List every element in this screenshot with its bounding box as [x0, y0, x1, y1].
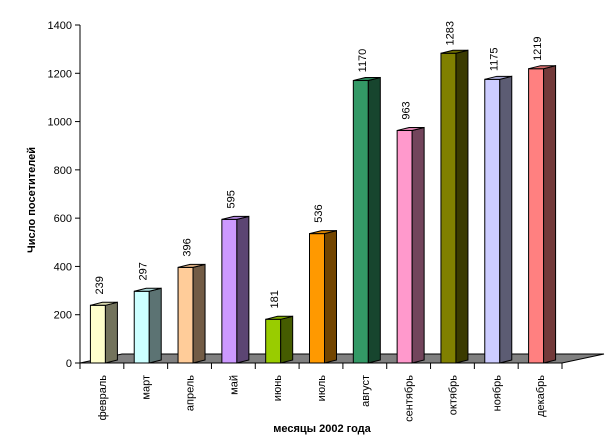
x-tick-label: апрель [185, 375, 197, 411]
bar-top [90, 301, 118, 306]
x-tick-label: май [228, 375, 240, 395]
bar [396, 126, 425, 364]
bar-front [221, 218, 238, 364]
bar-side [455, 49, 469, 364]
bar-front [177, 266, 194, 364]
bar-side [192, 263, 206, 364]
bar-value-label: 1175 [488, 47, 500, 71]
bar [133, 287, 162, 364]
x-tick-label: август [360, 375, 372, 407]
x-axis-title: месяцы 2002 года [273, 423, 371, 435]
bar-top [353, 77, 381, 82]
y-axis-title: Число посетителей [26, 147, 38, 253]
chart-bars [89, 49, 557, 364]
bar [89, 301, 118, 364]
bar-front [309, 233, 325, 364]
bar-value-label: 1283 [444, 21, 456, 45]
y-tick-label: 200 [54, 310, 72, 322]
bar-front [133, 290, 150, 364]
bar-value-label: 595 [225, 190, 237, 208]
bar [309, 229, 337, 364]
bar [440, 49, 469, 364]
y-tick-label: 400 [54, 261, 72, 273]
bar-front [440, 52, 457, 364]
x-tick-label: ноябрь [491, 375, 503, 412]
x-tick-label: сентябрь [404, 375, 416, 422]
y-tick-label: 800 [54, 165, 72, 177]
bar-top [309, 230, 337, 235]
bar-top [265, 315, 293, 320]
bar-side [236, 215, 250, 364]
y-tick-label: 600 [54, 213, 72, 225]
bar [484, 75, 513, 364]
bar-front [89, 304, 106, 364]
bar-top [221, 215, 249, 220]
x-tick-label: март [141, 375, 153, 400]
bar-value-label: 963 [401, 101, 413, 119]
bar-front [484, 78, 501, 364]
bar-value-label: 239 [94, 276, 106, 294]
bar [265, 315, 294, 364]
bar-top [440, 49, 469, 54]
bar-side [148, 287, 162, 364]
bar-top [484, 75, 512, 80]
y-tick-label: 1400 [48, 20, 72, 32]
x-tick-label: июнь [272, 375, 284, 401]
x-tick-label: июль [316, 375, 328, 402]
y-tick-label: 1000 [48, 117, 72, 129]
bar-value-label: 536 [313, 204, 325, 222]
bar-side [280, 315, 294, 364]
chart-labels: 239 февраль 297 март 396 апрель 595 май 181 июнь 5… [94, 21, 547, 422]
bar-side [104, 301, 118, 364]
bar-value-label: 181 [269, 290, 281, 308]
chart-axes: 0 200 400 600 800 1000 1200 1400 [48, 20, 563, 370]
y-tick-label: 1200 [48, 68, 72, 80]
x-tick-label: декабрь [535, 375, 547, 417]
bar-side [411, 126, 425, 364]
bar-front [528, 68, 545, 364]
bar [528, 65, 557, 364]
bar-top [134, 287, 162, 292]
bar [352, 76, 381, 364]
bar-value-label: 297 [138, 262, 150, 280]
bar-top [397, 127, 425, 132]
bar-front [265, 318, 282, 364]
bar-value-label: 1170 [357, 49, 369, 73]
bar-side [324, 229, 337, 364]
bar-front [352, 80, 369, 364]
bar [221, 215, 250, 364]
bar-front [396, 130, 413, 364]
bar-side [543, 65, 557, 364]
bar-value-label: 1219 [532, 36, 544, 60]
x-tick-label: февраль [97, 375, 109, 421]
bar-value-label: 396 [182, 238, 194, 256]
bar-top [528, 65, 556, 70]
x-tick-label: октябрь [447, 375, 459, 415]
y-tick-label: 0 [66, 358, 72, 370]
bar-side [499, 75, 513, 364]
bar-side [367, 76, 381, 364]
bar-top [177, 263, 206, 268]
bar [177, 263, 206, 364]
